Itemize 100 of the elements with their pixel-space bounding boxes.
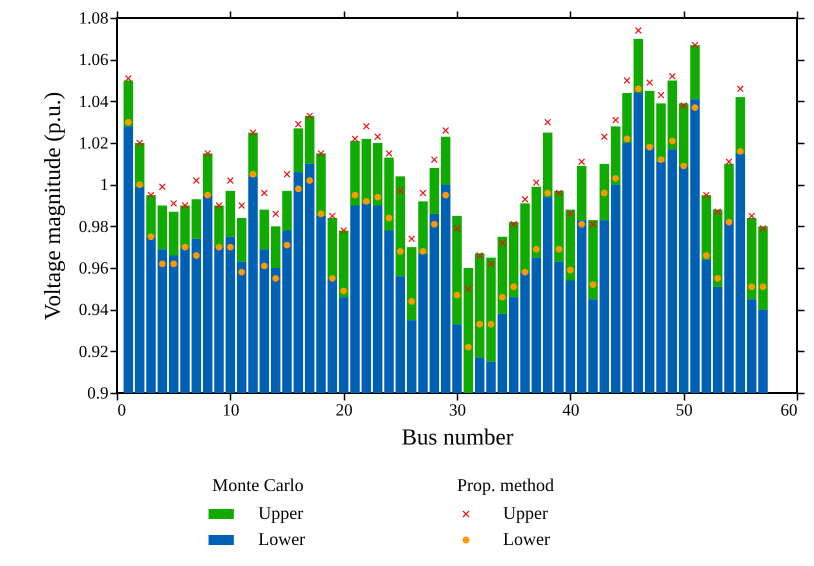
legend-label: Upper: [258, 503, 304, 523]
point: [658, 156, 664, 164]
point: [578, 220, 586, 228]
point: [170, 260, 178, 268]
point: [702, 192, 710, 198]
point: [476, 320, 484, 328]
y-tick-label: 1: [100, 175, 108, 194]
point: [204, 192, 212, 198]
legend-label: Lower: [258, 529, 306, 549]
point: [714, 275, 722, 282]
point: [668, 138, 676, 144]
point: [680, 162, 688, 170]
x-axis-title: Bus number: [402, 424, 514, 450]
y-tick-label: 0.92: [78, 342, 108, 361]
point: [226, 177, 234, 184]
point: [736, 85, 744, 92]
point: [556, 246, 562, 253]
point: [306, 112, 314, 120]
point: [498, 294, 506, 301]
point: [272, 275, 280, 282]
point: [748, 283, 756, 290]
point: [532, 246, 540, 253]
y-tick-label: 0.94: [78, 300, 109, 320]
point: [226, 244, 234, 251]
point: [136, 140, 144, 146]
point: [204, 150, 212, 157]
text: Prop. method: [457, 475, 554, 495]
point: [634, 27, 642, 34]
point: [442, 127, 450, 134]
y-tick-label: 0.9: [87, 384, 108, 402]
point: [170, 200, 178, 207]
point: [158, 260, 166, 268]
point: [532, 179, 540, 186]
point: [736, 148, 744, 155]
point: [284, 242, 290, 248]
point: [624, 135, 630, 142]
point: [272, 210, 280, 218]
x-tick-label: 60: [780, 400, 798, 420]
point: [430, 156, 438, 164]
point: [748, 212, 756, 220]
point: [386, 214, 392, 222]
point: [260, 262, 268, 270]
point: [374, 194, 382, 201]
point: [216, 244, 222, 251]
y-tick-label: 1.02: [78, 134, 108, 152]
x-tick-label: 10: [222, 400, 240, 420]
point: [328, 212, 336, 220]
point: [464, 285, 472, 292]
point: [396, 248, 404, 255]
x-tick-label: 20: [336, 400, 353, 420]
x-tick-label: 0: [118, 400, 126, 420]
point: [238, 268, 246, 276]
legend-label: Upper: [503, 503, 548, 523]
point: [634, 85, 642, 92]
point: [284, 170, 290, 178]
x-tick-label: 50: [676, 400, 693, 420]
point: [362, 198, 370, 205]
point: [430, 220, 438, 228]
point: [612, 175, 620, 182]
point: [124, 75, 132, 82]
point: [522, 268, 528, 276]
point: [726, 218, 732, 226]
point: [340, 227, 348, 234]
point: [522, 196, 528, 203]
point: [566, 266, 574, 274]
point: [352, 135, 358, 142]
point: [124, 118, 132, 126]
y-tick-label: 0.98: [78, 216, 108, 236]
point: [136, 181, 144, 188]
point: [306, 177, 314, 184]
point: [590, 220, 596, 228]
point: [498, 240, 506, 246]
point: [148, 233, 154, 240]
point: [646, 144, 654, 151]
x-tick-label: 30: [449, 400, 466, 420]
point: [680, 102, 688, 109]
point: [488, 260, 494, 268]
point: [250, 170, 256, 178]
point: [544, 118, 552, 126]
y-tick-label: 1.08: [78, 8, 108, 28]
point: [488, 320, 494, 328]
point: [318, 210, 324, 218]
y-tick-label: 1.06: [78, 50, 108, 70]
point: [544, 190, 552, 196]
point: [442, 192, 450, 198]
point: [362, 122, 370, 130]
point: [646, 79, 654, 86]
point: [238, 202, 246, 209]
point: [760, 283, 766, 290]
point: [328, 275, 336, 282]
point: [340, 288, 348, 294]
point: [476, 252, 484, 259]
x-tick-label: 40: [562, 400, 580, 420]
point: [420, 248, 426, 255]
point: [566, 210, 574, 218]
point: [408, 235, 416, 242]
point: [182, 244, 188, 251]
point: [464, 344, 472, 351]
point: [702, 252, 710, 259]
point: [692, 104, 698, 111]
